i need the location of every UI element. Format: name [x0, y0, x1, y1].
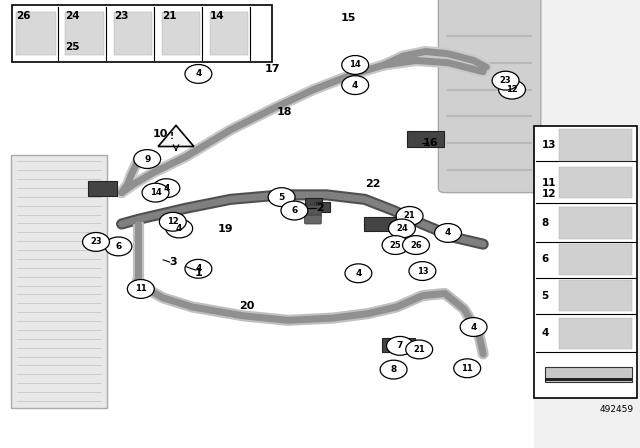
Text: 23: 23 — [114, 11, 129, 21]
Text: 14: 14 — [150, 188, 161, 197]
Text: 14: 14 — [210, 11, 225, 21]
Text: 22: 22 — [365, 179, 380, 189]
FancyBboxPatch shape — [545, 367, 632, 382]
Text: 25: 25 — [65, 43, 79, 52]
FancyBboxPatch shape — [534, 126, 637, 398]
FancyBboxPatch shape — [65, 12, 104, 55]
Text: 8: 8 — [541, 218, 548, 228]
Circle shape — [185, 65, 212, 83]
Text: 6: 6 — [541, 254, 548, 264]
FancyBboxPatch shape — [559, 129, 632, 161]
Circle shape — [380, 360, 407, 379]
Circle shape — [268, 188, 295, 207]
Text: 20: 20 — [239, 301, 254, 310]
Text: 492459: 492459 — [600, 405, 634, 414]
Text: 6: 6 — [115, 242, 122, 251]
Circle shape — [435, 224, 461, 242]
Circle shape — [388, 219, 415, 238]
FancyBboxPatch shape — [559, 207, 632, 239]
Text: 17: 17 — [264, 65, 280, 74]
Circle shape — [387, 336, 413, 355]
Circle shape — [499, 80, 525, 99]
Circle shape — [403, 236, 429, 254]
FancyBboxPatch shape — [114, 12, 152, 55]
Text: 12: 12 — [167, 217, 179, 226]
Circle shape — [141, 155, 154, 164]
Text: 3: 3 — [169, 257, 177, 267]
Circle shape — [342, 56, 369, 74]
Text: 2: 2 — [316, 203, 324, 213]
Circle shape — [409, 262, 436, 280]
Circle shape — [153, 179, 180, 198]
Text: 24: 24 — [396, 224, 408, 233]
Circle shape — [345, 264, 372, 283]
Text: 13: 13 — [541, 140, 556, 150]
Circle shape — [83, 233, 109, 251]
Text: 4: 4 — [352, 81, 358, 90]
Text: 24: 24 — [65, 11, 79, 21]
Text: 26: 26 — [16, 11, 31, 21]
Circle shape — [127, 280, 154, 298]
Text: 4: 4 — [176, 224, 182, 233]
Text: 15: 15 — [341, 13, 356, 23]
Circle shape — [460, 318, 487, 336]
Circle shape — [396, 207, 423, 225]
Text: 9: 9 — [144, 155, 150, 164]
FancyBboxPatch shape — [559, 167, 632, 198]
Circle shape — [382, 236, 409, 254]
FancyBboxPatch shape — [0, 0, 534, 448]
FancyBboxPatch shape — [16, 12, 56, 55]
Text: 1: 1 — [195, 268, 202, 278]
FancyBboxPatch shape — [305, 198, 322, 210]
Text: 5: 5 — [278, 193, 285, 202]
Text: 5: 5 — [541, 291, 548, 301]
Circle shape — [185, 259, 212, 278]
Text: 7: 7 — [397, 341, 403, 350]
Text: 4: 4 — [541, 328, 549, 338]
Circle shape — [342, 76, 369, 95]
Circle shape — [134, 150, 161, 168]
Text: 21: 21 — [413, 345, 425, 354]
Text: 11: 11 — [461, 364, 473, 373]
Text: 21: 21 — [404, 211, 415, 220]
Circle shape — [454, 359, 481, 378]
Text: 16: 16 — [422, 138, 438, 148]
FancyBboxPatch shape — [316, 202, 330, 212]
FancyBboxPatch shape — [364, 217, 397, 231]
Circle shape — [142, 183, 169, 202]
Text: 11: 11 — [135, 284, 147, 293]
FancyBboxPatch shape — [88, 181, 117, 196]
Circle shape — [406, 340, 433, 359]
FancyBboxPatch shape — [210, 12, 248, 55]
FancyBboxPatch shape — [407, 131, 445, 147]
Circle shape — [281, 201, 308, 220]
Circle shape — [159, 212, 186, 231]
Text: 10: 10 — [152, 129, 168, 139]
Circle shape — [105, 237, 132, 256]
FancyBboxPatch shape — [438, 0, 541, 193]
Text: 23: 23 — [500, 76, 511, 85]
Text: 18: 18 — [277, 107, 292, 117]
FancyBboxPatch shape — [11, 155, 107, 408]
FancyBboxPatch shape — [559, 244, 632, 275]
Text: 4: 4 — [163, 184, 170, 193]
Text: 12: 12 — [506, 85, 518, 94]
Text: 21: 21 — [162, 11, 177, 21]
Text: 11: 11 — [541, 178, 556, 188]
FancyBboxPatch shape — [12, 5, 272, 62]
Text: 4: 4 — [470, 323, 477, 332]
Text: 19: 19 — [218, 224, 234, 234]
Text: 25: 25 — [390, 241, 401, 250]
Text: 4: 4 — [445, 228, 451, 237]
Text: 4: 4 — [195, 264, 202, 273]
Text: 6: 6 — [291, 206, 298, 215]
Circle shape — [166, 219, 193, 238]
Polygon shape — [158, 125, 194, 146]
FancyBboxPatch shape — [559, 318, 632, 349]
Text: 14: 14 — [349, 60, 361, 69]
FancyBboxPatch shape — [305, 215, 321, 224]
FancyBboxPatch shape — [382, 338, 415, 352]
Text: 4: 4 — [195, 69, 202, 78]
Text: 26: 26 — [410, 241, 422, 250]
